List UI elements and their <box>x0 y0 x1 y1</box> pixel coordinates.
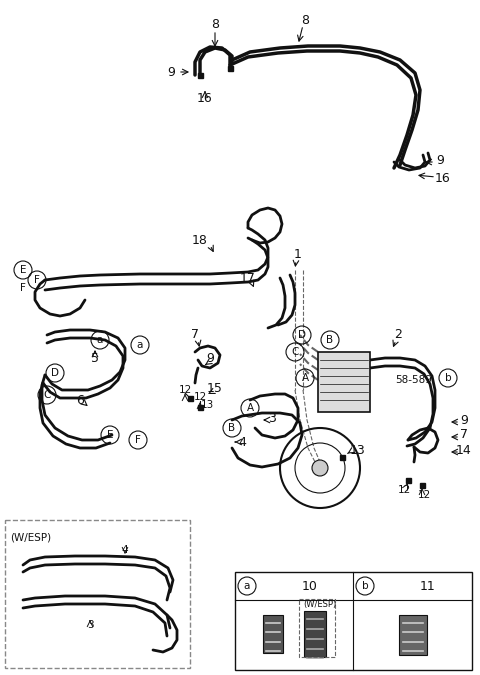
Text: 7: 7 <box>460 429 468 441</box>
Text: 17: 17 <box>240 271 256 284</box>
Bar <box>188 396 192 400</box>
Text: B: B <box>326 335 334 345</box>
Text: 8: 8 <box>211 18 219 32</box>
Text: 11: 11 <box>420 580 436 593</box>
Text: 5: 5 <box>91 352 99 364</box>
Text: 16: 16 <box>435 171 451 184</box>
Text: A: A <box>301 373 309 383</box>
Text: 13: 13 <box>200 400 214 410</box>
Text: 9: 9 <box>436 153 444 167</box>
Bar <box>318 352 370 412</box>
Text: 3: 3 <box>87 620 93 630</box>
Text: 9: 9 <box>167 65 175 78</box>
Text: F: F <box>34 275 40 285</box>
Bar <box>197 404 203 410</box>
Text: 3: 3 <box>268 412 276 425</box>
Text: a: a <box>97 335 103 345</box>
Text: 13: 13 <box>350 443 366 456</box>
Text: E: E <box>20 265 26 275</box>
Text: 8: 8 <box>301 14 309 26</box>
Text: 7: 7 <box>191 329 199 342</box>
Text: a: a <box>137 340 143 350</box>
Circle shape <box>312 460 328 476</box>
Text: 18: 18 <box>192 234 208 246</box>
Text: 12: 12 <box>418 490 431 500</box>
Text: 9: 9 <box>460 414 468 427</box>
Text: D: D <box>298 330 306 340</box>
Bar <box>399 615 427 655</box>
Text: F: F <box>20 283 26 293</box>
Text: 6: 6 <box>76 394 84 406</box>
Bar <box>339 454 345 460</box>
Bar <box>228 65 232 70</box>
Text: 9: 9 <box>206 352 214 364</box>
Text: (W/ESP): (W/ESP) <box>10 532 51 542</box>
Text: 2: 2 <box>394 329 402 342</box>
Bar <box>235 572 472 670</box>
Text: F: F <box>135 435 141 445</box>
Text: 16: 16 <box>197 92 213 105</box>
Text: 58-589: 58-589 <box>395 375 432 385</box>
Text: a: a <box>244 581 250 591</box>
Text: b: b <box>362 581 368 591</box>
Text: 14: 14 <box>456 443 472 456</box>
Text: 4: 4 <box>238 435 246 448</box>
Text: 10: 10 <box>302 580 318 593</box>
Bar <box>304 611 326 657</box>
Text: (W/ESP): (W/ESP) <box>303 601 336 610</box>
Bar <box>406 477 410 483</box>
Text: 12: 12 <box>397 485 410 495</box>
Text: A: A <box>246 403 253 413</box>
Text: E: E <box>107 430 113 440</box>
Text: C: C <box>43 390 51 400</box>
Bar <box>197 72 203 78</box>
Text: D: D <box>51 368 59 378</box>
Text: b: b <box>444 373 451 383</box>
Text: 4: 4 <box>122 545 128 555</box>
Text: C: C <box>291 347 299 357</box>
Text: 12: 12 <box>193 392 206 402</box>
Text: B: B <box>228 423 236 433</box>
Text: 12: 12 <box>179 385 192 395</box>
Text: 15: 15 <box>207 381 223 394</box>
Bar <box>420 483 424 487</box>
Bar <box>263 615 283 653</box>
Text: 1: 1 <box>294 248 302 261</box>
